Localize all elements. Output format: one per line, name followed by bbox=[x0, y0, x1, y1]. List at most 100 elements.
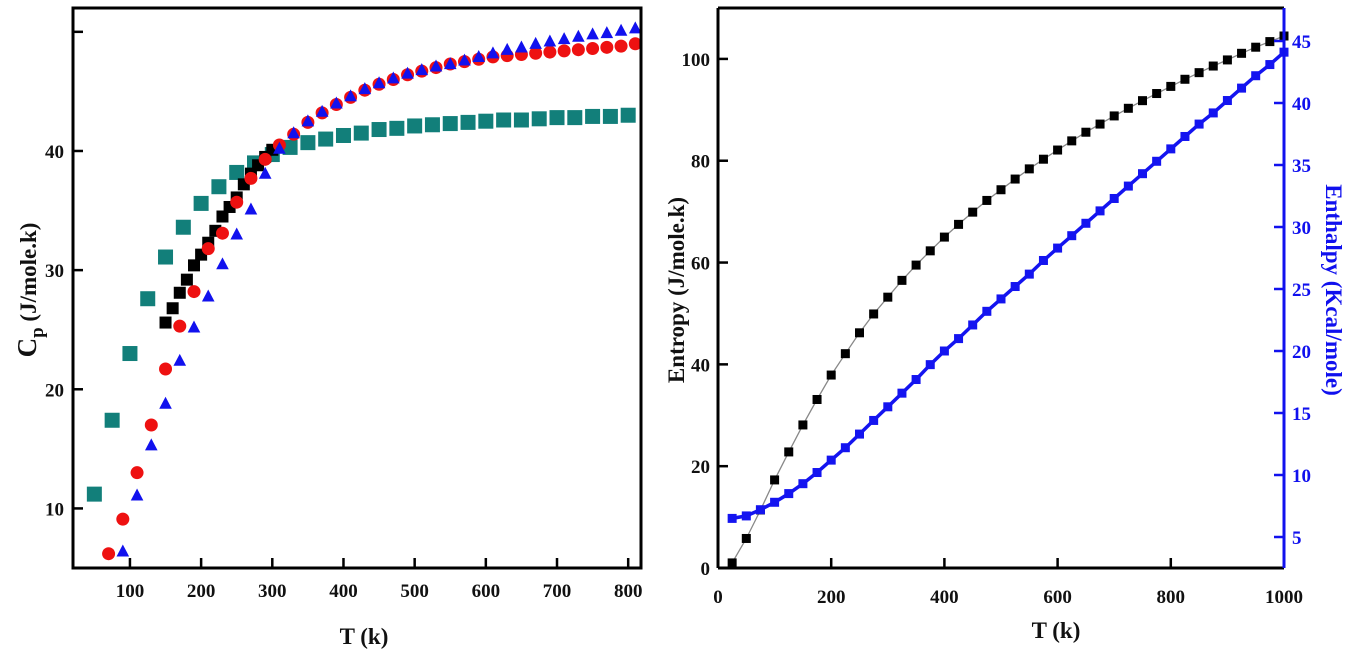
entropy-y-tick-label: 0 bbox=[701, 559, 711, 580]
entropy-y-tick-label: 80 bbox=[691, 152, 710, 173]
enthalpy-point bbox=[1251, 71, 1261, 81]
enthalpy-point bbox=[1081, 218, 1091, 228]
cp-y-axis-title: Cp (J/mole.k) bbox=[12, 223, 48, 358]
enthalpy-axis-title: Enthalpy (Kcal/mole) bbox=[1321, 184, 1346, 395]
entropy-point bbox=[855, 328, 864, 338]
cp-teal-square-point bbox=[424, 117, 440, 133]
cp-blue-triangle-point bbox=[629, 21, 642, 34]
right-x-ticks: 0 200 400 600 800 1000 bbox=[713, 558, 1303, 608]
entropy-axis-title: Entropy (J/mole.k) bbox=[664, 197, 689, 383]
cp-black-square-point bbox=[180, 273, 193, 286]
entropy-point bbox=[770, 475, 780, 485]
cp-blue-triangle-point bbox=[458, 53, 471, 66]
enthalpy-point bbox=[798, 479, 808, 489]
cp-red-circle-point bbox=[244, 171, 258, 185]
cp-teal-square-point bbox=[229, 164, 245, 180]
enthalpy-y-tick-label: 30 bbox=[1292, 218, 1311, 239]
cp-blue-triangle-point bbox=[486, 46, 500, 59]
entropy-point bbox=[982, 195, 992, 205]
enthalpy-point bbox=[883, 402, 893, 412]
cp-black-square-point bbox=[173, 286, 186, 299]
entropy-point bbox=[911, 260, 921, 270]
enthalpy-point bbox=[826, 455, 836, 465]
cp-red-circle-point bbox=[600, 40, 614, 54]
entropy-point bbox=[1222, 55, 1232, 65]
entropy-point bbox=[798, 420, 808, 430]
cp-y-tick-label: 30 bbox=[45, 261, 64, 282]
cp-teal-square-point bbox=[513, 112, 529, 128]
cp-black-square-point bbox=[166, 302, 179, 315]
enthalpy-y-tick-label: 45 bbox=[1292, 32, 1311, 53]
cp-x-tick-label: 800 bbox=[614, 581, 643, 602]
cp-blue-triangle-point bbox=[600, 26, 614, 39]
enthalpy-y-tick-label: 20 bbox=[1292, 342, 1311, 363]
cp-series-2 bbox=[116, 21, 642, 557]
cp-red-circle-point bbox=[614, 39, 628, 53]
cp-blue-triangle-point bbox=[230, 227, 244, 240]
cp-red-circle-point bbox=[116, 512, 130, 526]
entropy-point bbox=[826, 370, 836, 380]
enthalpy-point bbox=[1024, 269, 1034, 279]
cp-blue-triangle-point bbox=[515, 40, 528, 53]
enthalpy-point bbox=[1180, 131, 1190, 141]
enthalpy-point bbox=[939, 346, 949, 356]
enthalpy-point bbox=[911, 375, 921, 385]
entropy-point bbox=[1138, 96, 1147, 106]
cp-teal-square-point bbox=[335, 127, 351, 143]
entropy-point bbox=[1024, 164, 1034, 174]
cp-teal-square-point bbox=[353, 125, 369, 141]
cp-red-circle-point bbox=[173, 319, 187, 333]
cp-blue-triangle-point bbox=[529, 36, 542, 49]
cp-blue-triangle-point bbox=[201, 289, 215, 302]
cp-y-axis-title-sub: p bbox=[27, 327, 48, 338]
cp-blue-triangle-point bbox=[443, 57, 457, 70]
enthalpy-point bbox=[1166, 144, 1176, 154]
entropy-point bbox=[1166, 81, 1176, 91]
entropy-point bbox=[1038, 154, 1048, 164]
entropy-series bbox=[727, 31, 1289, 568]
entropy-point bbox=[1265, 37, 1275, 47]
enthalpy-y-tick-label: 40 bbox=[1292, 94, 1311, 115]
cp-blue-triangle-point bbox=[159, 396, 172, 409]
cp-plot-frame bbox=[71, 6, 643, 570]
cp-blue-triangle-point bbox=[244, 202, 258, 215]
enthalpy-point bbox=[1237, 83, 1247, 93]
right-x-tick-label: 1000 bbox=[1265, 587, 1303, 608]
enthalpy-point bbox=[1265, 60, 1275, 70]
cp-teal-square-point bbox=[371, 122, 387, 138]
cp-x-tick-label: 200 bbox=[187, 581, 216, 602]
cp-black-square-point bbox=[188, 259, 201, 272]
cp-teal-square-point bbox=[620, 107, 636, 123]
enthalpy-line bbox=[731, 50, 1286, 521]
cp-x-tick-label: 600 bbox=[472, 581, 501, 602]
cp-blue-triangle-point bbox=[429, 59, 443, 72]
cp-teal-square-point bbox=[158, 249, 174, 265]
cp-teal-square-point bbox=[567, 110, 583, 126]
entropy-point bbox=[1109, 111, 1119, 121]
entropy-point bbox=[727, 558, 737, 568]
entropy-y-tick-label: 40 bbox=[691, 355, 710, 376]
enthalpy-point bbox=[1194, 119, 1204, 129]
entropy-point bbox=[840, 349, 850, 359]
enthalpy-y-ticks: 5 10 15 20 25 30 35 40 45 bbox=[1274, 32, 1311, 549]
cp-teal-square-point bbox=[282, 139, 298, 155]
cp-blue-triangle-point bbox=[173, 353, 187, 366]
entropy-point bbox=[1251, 42, 1261, 52]
cp-teal-square-point bbox=[122, 346, 138, 362]
enthalpy-point bbox=[727, 513, 737, 523]
cp-black-square-point bbox=[216, 210, 229, 223]
enthalpy-series bbox=[727, 47, 1289, 523]
cp-red-circle-point bbox=[529, 46, 543, 60]
cp-x-tick-label: 500 bbox=[400, 581, 429, 602]
cp-red-circle-point bbox=[258, 152, 272, 166]
enthalpy-y-tick-label: 10 bbox=[1292, 466, 1311, 487]
entropy-point bbox=[939, 232, 949, 242]
enthalpy-point bbox=[855, 429, 864, 439]
cp-blue-triangle-point bbox=[586, 27, 599, 40]
enthalpy-point bbox=[1222, 96, 1232, 106]
cp-blue-triangle-point bbox=[216, 257, 229, 270]
cp-x-tick-label: 300 bbox=[258, 581, 287, 602]
cp-teal-square-point bbox=[193, 195, 209, 211]
cp-blue-triangle-point bbox=[258, 166, 272, 179]
